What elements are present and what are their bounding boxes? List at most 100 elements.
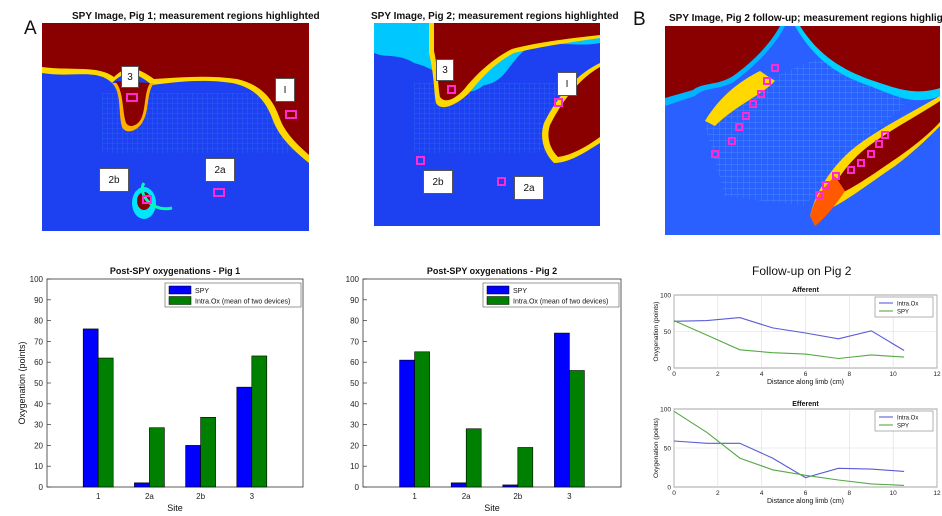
x-tick-label: 2b <box>196 492 205 501</box>
x-tick-label: 8 <box>848 371 852 378</box>
y-tick-label: 10 <box>34 462 43 471</box>
y-tick-label: 70 <box>34 337 43 346</box>
roi-marker <box>771 64 779 72</box>
image3-title: SPY Image, Pig 2 follow-up; measurement … <box>669 13 942 24</box>
region-label: 2b <box>99 168 129 192</box>
heatmap-graphic <box>42 23 309 231</box>
bar-intraox <box>97 357 114 488</box>
x-tick-label: 2 <box>716 490 720 497</box>
region-label: I <box>557 72 577 96</box>
roi-marker <box>822 181 830 189</box>
roi-marker <box>763 77 771 85</box>
roi-marker <box>857 159 865 167</box>
y-tick-label: 0 <box>355 483 360 492</box>
legend-label: Intra.Ox <box>897 301 918 307</box>
x-tick-label: 8 <box>848 490 852 497</box>
chart-title: Post-SPY oxygenations - Pig 1 <box>110 266 240 276</box>
bar-intraox <box>465 428 482 488</box>
y-tick-label: 100 <box>660 407 671 414</box>
roi-marker <box>832 172 840 180</box>
x-tick-label: 10 <box>890 371 898 378</box>
spy-image-pig2: 3 I 2b 2a <box>374 23 600 226</box>
roi-marker <box>126 93 138 102</box>
x-tick-label: 0 <box>672 490 676 497</box>
y-tick-label: 20 <box>350 441 359 450</box>
x-axis-label: Distance along limb (cm) <box>767 379 844 386</box>
legend-box <box>874 410 934 432</box>
y-tick-label: 100 <box>660 293 671 300</box>
y-axis-label: Oxygenation (points) <box>653 302 660 362</box>
roi-marker <box>867 150 875 158</box>
x-tick-label: 12 <box>933 371 941 378</box>
x-tick-label: 4 <box>760 490 764 497</box>
bar-intraox <box>149 427 165 488</box>
series-line-spy <box>673 410 905 486</box>
legend-swatch <box>486 285 510 295</box>
roi-marker <box>735 123 743 131</box>
x-tick-label: 12 <box>933 490 941 497</box>
y-tick-label: 60 <box>34 358 43 367</box>
roi-marker <box>881 131 889 139</box>
bar-intraox <box>569 370 585 488</box>
legend-box <box>874 296 934 318</box>
legend-label: SPY <box>513 288 527 295</box>
legend-label: SPY <box>897 423 909 429</box>
y-axis-label: Oxygenation (points) <box>17 341 27 424</box>
region-label: 2a <box>514 176 544 200</box>
series-line-intraox <box>673 317 905 351</box>
legend-swatch <box>168 296 192 305</box>
series-line-spy <box>673 320 905 360</box>
roi-marker <box>757 90 765 98</box>
roi-marker <box>711 150 719 158</box>
y-tick-label: 50 <box>664 446 672 453</box>
roi-marker <box>875 140 883 148</box>
x-axis-label: Site <box>484 503 500 513</box>
x-tick-label: 2 <box>716 371 720 378</box>
roi-marker <box>497 177 506 186</box>
roi-marker <box>815 191 823 199</box>
x-axis-label: Site <box>167 503 183 513</box>
y-tick-label: 90 <box>34 296 43 305</box>
legend-swatch <box>168 285 192 295</box>
series-line-intraox <box>673 440 905 479</box>
x-tick-label: 3 <box>250 492 255 501</box>
y-tick-label: 50 <box>350 379 359 388</box>
roi-marker <box>213 188 225 197</box>
roi-marker <box>554 98 563 107</box>
y-axis-label: Oxygenation (points) <box>653 418 660 478</box>
x-tick-label: 2b <box>513 492 522 501</box>
legend-swatch <box>486 296 510 305</box>
y-tick-label: 0 <box>667 366 671 373</box>
spy-image-pig2-followup <box>665 26 940 235</box>
x-tick-label: 2a <box>462 492 471 501</box>
legend-label: SPY <box>897 309 909 315</box>
chart-title: Efferent <box>792 401 819 408</box>
y-tick-label: 10 <box>350 462 359 471</box>
roi-marker <box>285 110 297 119</box>
y-tick-label: 20 <box>34 441 43 450</box>
heatmap-graphic <box>374 23 600 226</box>
legend-label: SPY <box>195 288 209 295</box>
chart-title: Post-SPY oxygenations - Pig 2 <box>427 266 557 276</box>
roi-marker <box>749 100 757 108</box>
region-label: 3 <box>436 59 454 81</box>
heatmap-graphic <box>665 26 940 235</box>
bar-intraox <box>517 447 534 488</box>
y-tick-label: 100 <box>346 275 360 284</box>
y-tick-label: 40 <box>350 400 359 409</box>
x-axis-label: Distance along limb (cm) <box>767 498 844 505</box>
roi-marker <box>447 85 456 94</box>
legend-label: Intra.Ox (mean of two devices) <box>513 299 608 306</box>
region-label: 2a <box>205 158 235 182</box>
x-tick-label: 6 <box>804 490 808 497</box>
bar-intraox <box>200 417 216 488</box>
y-tick-label: 80 <box>350 317 359 326</box>
y-tick-label: 100 <box>30 275 44 284</box>
chart-title: Afferent <box>792 287 820 294</box>
roi-marker <box>416 156 425 165</box>
y-tick-label: 0 <box>39 483 44 492</box>
